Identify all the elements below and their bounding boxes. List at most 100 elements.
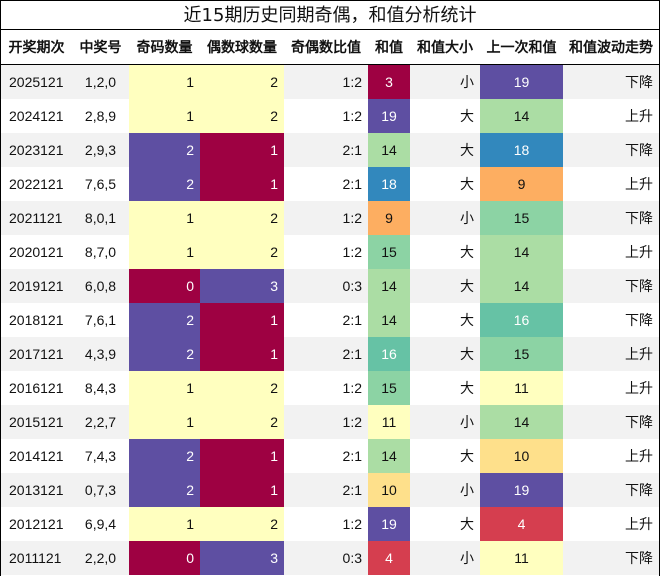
cell-even-count: 1 [200, 473, 284, 507]
cell-period: 2017121 [1, 337, 72, 371]
cell-trend: 上升 [563, 439, 659, 473]
table-row: 2025121 1,2,0 1 2 1:2 3 小 19 下降 [1, 64, 659, 99]
cell-size: 小 [410, 541, 480, 575]
cell-prev-sum: 18 [480, 133, 563, 167]
cell-even-count: 2 [200, 99, 284, 133]
cell-period: 2014121 [1, 439, 72, 473]
cell-period: 2024121 [1, 99, 72, 133]
cell-numbers: 2,2,7 [72, 405, 129, 439]
table-row: 2011121 2,2,0 0 3 0:3 4 小 11 下降 [1, 541, 659, 575]
cell-even-count: 1 [200, 133, 284, 167]
cell-ratio: 1:2 [284, 201, 368, 235]
cell-sum: 4 [368, 541, 410, 575]
cell-prev-sum: 10 [480, 439, 563, 473]
table-row: 2022121 7,6,5 2 1 2:1 18 大 9 上升 [1, 167, 659, 201]
cell-ratio: 2:1 [284, 303, 368, 337]
cell-odd-count: 2 [129, 303, 200, 337]
cell-even-count: 1 [200, 439, 284, 473]
cell-prev-sum: 9 [480, 167, 563, 201]
cell-trend: 下降 [563, 64, 659, 99]
cell-even-count: 2 [200, 371, 284, 405]
cell-period: 2019121 [1, 269, 72, 303]
cell-sum: 10 [368, 473, 410, 507]
cell-odd-count: 2 [129, 439, 200, 473]
cell-odd-count: 1 [129, 507, 200, 541]
cell-odd-count: 0 [129, 269, 200, 303]
cell-trend: 上升 [563, 167, 659, 201]
table-row: 2024121 2,8,9 1 2 1:2 19 大 14 上升 [1, 99, 659, 133]
table-row: 2014121 7,4,3 2 1 2:1 14 大 10 上升 [1, 439, 659, 473]
cell-prev-sum: 14 [480, 269, 563, 303]
cell-numbers: 8,0,1 [72, 201, 129, 235]
header-ratio: 奇偶数比值 [284, 30, 368, 65]
cell-ratio: 2:1 [284, 337, 368, 371]
table-row: 2015121 2,2,7 1 2 1:2 11 小 14 下降 [1, 405, 659, 439]
cell-size: 小 [410, 405, 480, 439]
cell-prev-sum: 11 [480, 371, 563, 405]
cell-period: 2022121 [1, 167, 72, 201]
header-prev-sum: 上一次和值 [480, 30, 563, 65]
cell-even-count: 3 [200, 541, 284, 575]
header-odd-count: 奇码数量 [129, 30, 200, 65]
cell-sum: 14 [368, 439, 410, 473]
table-row: 2017121 4,3,9 2 1 2:1 16 大 15 上升 [1, 337, 659, 371]
cell-period: 2018121 [1, 303, 72, 337]
cell-ratio: 1:2 [284, 371, 368, 405]
cell-odd-count: 1 [129, 99, 200, 133]
cell-trend: 上升 [563, 235, 659, 269]
cell-trend: 上升 [563, 507, 659, 541]
cell-size: 大 [410, 235, 480, 269]
cell-trend: 下降 [563, 405, 659, 439]
cell-sum: 3 [368, 64, 410, 99]
table-row: 2012121 6,9,4 1 2 1:2 19 大 4 上升 [1, 507, 659, 541]
header-trend: 和值波动走势 [563, 30, 659, 65]
cell-trend: 下降 [563, 473, 659, 507]
cell-odd-count: 1 [129, 64, 200, 99]
cell-numbers: 0,7,3 [72, 473, 129, 507]
cell-even-count: 2 [200, 507, 284, 541]
cell-numbers: 7,6,5 [72, 167, 129, 201]
table-row: 2020121 8,7,0 1 2 1:2 15 大 14 上升 [1, 235, 659, 269]
cell-odd-count: 1 [129, 235, 200, 269]
cell-size: 大 [410, 337, 480, 371]
cell-size: 大 [410, 99, 480, 133]
cell-size: 大 [410, 439, 480, 473]
cell-numbers: 2,2,0 [72, 541, 129, 575]
cell-even-count: 1 [200, 167, 284, 201]
cell-odd-count: 2 [129, 337, 200, 371]
cell-numbers: 1,2,0 [72, 64, 129, 99]
cell-odd-count: 2 [129, 133, 200, 167]
cell-ratio: 1:2 [284, 64, 368, 99]
cell-trend: 下降 [563, 133, 659, 167]
cell-prev-sum: 19 [480, 473, 563, 507]
cell-prev-sum: 4 [480, 507, 563, 541]
cell-numbers: 8,4,3 [72, 371, 129, 405]
cell-prev-sum: 14 [480, 235, 563, 269]
header-row: 开奖期次 中奖号 奇码数量 偶数球数量 奇偶数比值 和值 和值大小 上一次和值 … [1, 30, 659, 65]
cell-numbers: 7,4,3 [72, 439, 129, 473]
cell-ratio: 2:1 [284, 133, 368, 167]
cell-size: 大 [410, 269, 480, 303]
cell-size: 大 [410, 167, 480, 201]
cell-period: 2025121 [1, 64, 72, 99]
cell-even-count: 2 [200, 405, 284, 439]
cell-ratio: 2:1 [284, 439, 368, 473]
cell-period: 2012121 [1, 507, 72, 541]
cell-even-count: 1 [200, 303, 284, 337]
cell-numbers: 6,9,4 [72, 507, 129, 541]
cell-period: 2015121 [1, 405, 72, 439]
table-row: 2016121 8,4,3 1 2 1:2 15 大 11 上升 [1, 371, 659, 405]
cell-odd-count: 2 [129, 473, 200, 507]
cell-period: 2013121 [1, 473, 72, 507]
cell-period: 2020121 [1, 235, 72, 269]
header-period: 开奖期次 [1, 30, 72, 65]
cell-period: 2021121 [1, 201, 72, 235]
cell-trend: 下降 [563, 303, 659, 337]
cell-prev-sum: 14 [480, 405, 563, 439]
cell-odd-count: 1 [129, 201, 200, 235]
cell-size: 小 [410, 473, 480, 507]
cell-trend: 下降 [563, 201, 659, 235]
cell-odd-count: 1 [129, 405, 200, 439]
cell-prev-sum: 19 [480, 64, 563, 99]
cell-sum: 15 [368, 235, 410, 269]
